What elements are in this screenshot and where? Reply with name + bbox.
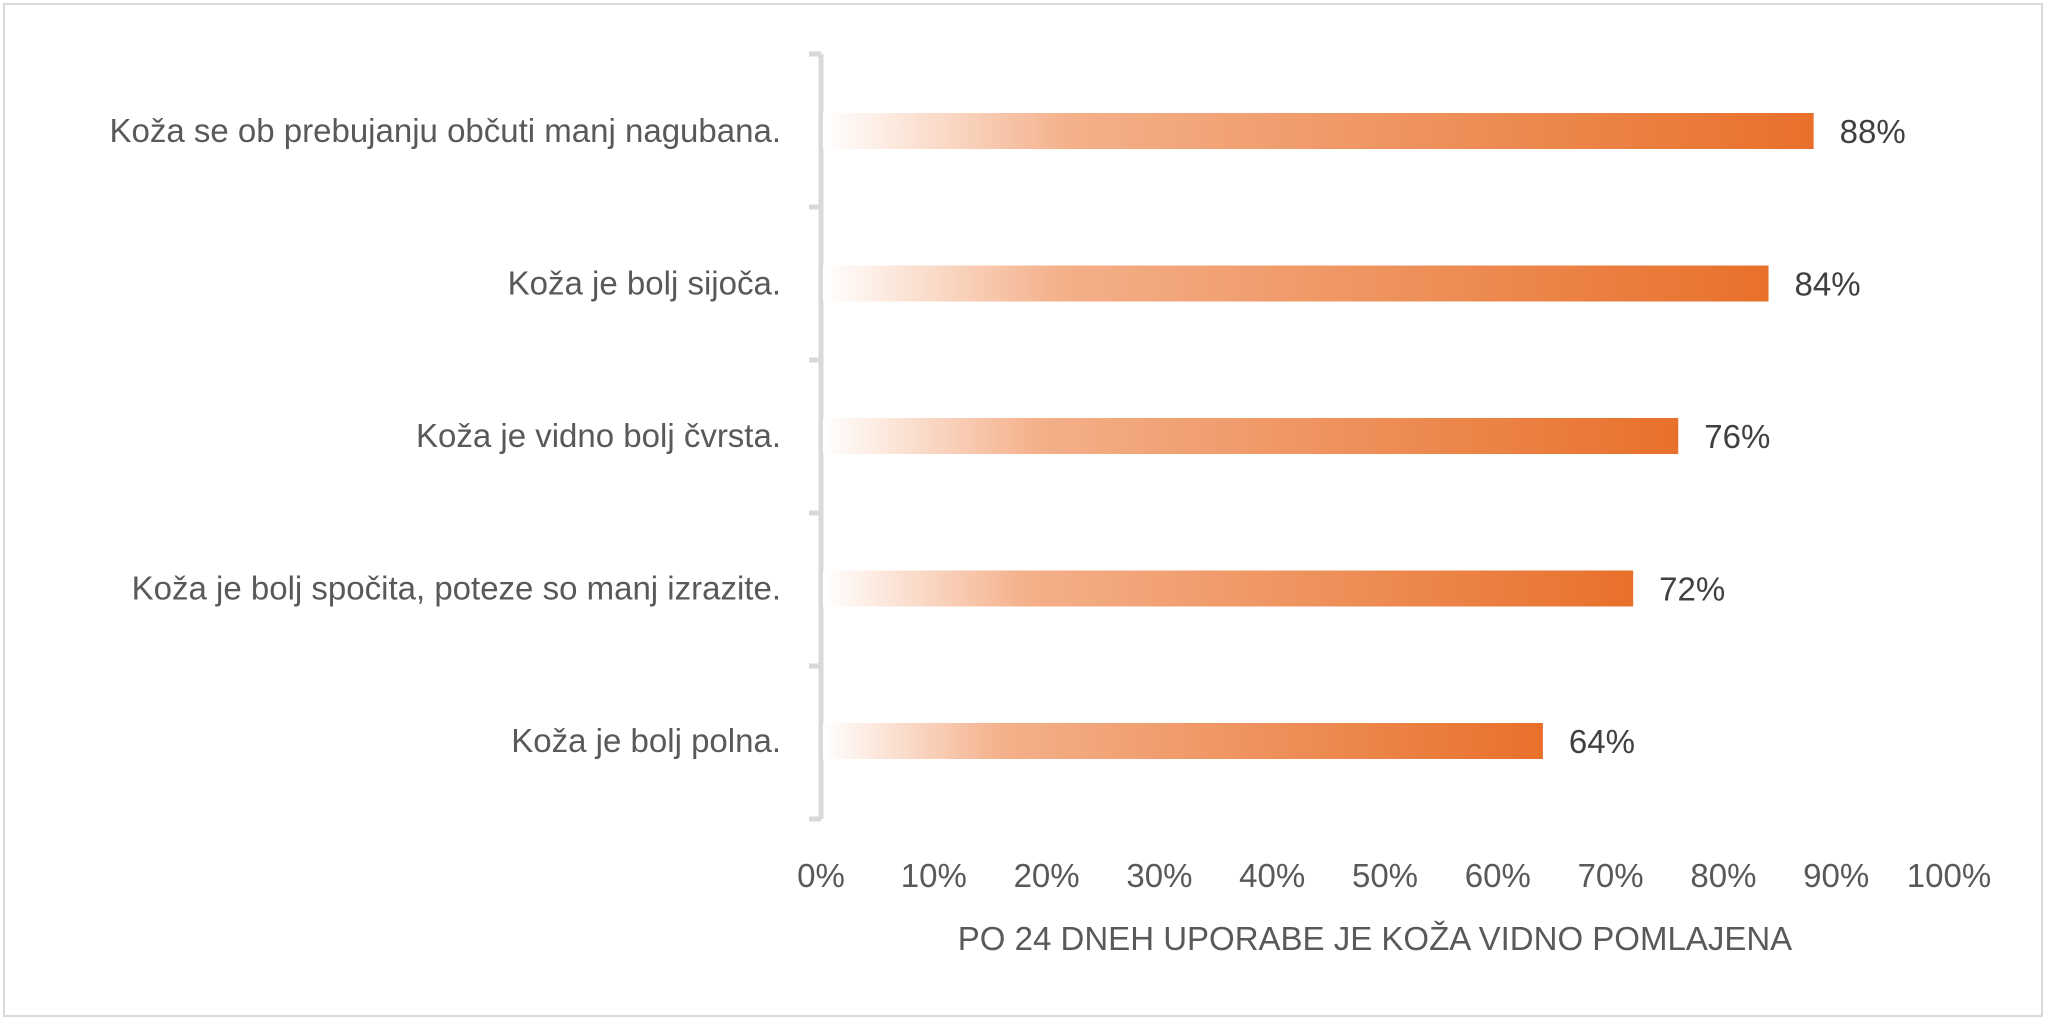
data-label: 88% (1840, 113, 1906, 150)
category-label: Koža je bolj polna. (511, 722, 781, 759)
bar (823, 265, 1769, 302)
value-labels: 88% 84% 76% 72% 64% (1569, 113, 1906, 760)
x-tick-label: 30% (1126, 857, 1192, 894)
x-tick-label: 80% (1690, 857, 1756, 894)
x-tick-label: 50% (1352, 857, 1418, 894)
x-tick-label: 60% (1465, 857, 1531, 894)
x-tick-label: 0% (797, 857, 845, 894)
category-labels: Koža se ob prebujanju občuti manj naguba… (110, 112, 782, 759)
bars-group (823, 113, 1814, 759)
data-label: 84% (1795, 266, 1861, 303)
category-label: Koža je vidno bolj čvrsta. (416, 417, 781, 454)
data-label: 76% (1704, 418, 1770, 455)
x-tick-label: 20% (1014, 857, 1080, 894)
data-label: 72% (1659, 571, 1725, 608)
x-tick-label: 90% (1803, 857, 1869, 894)
x-tick-labels: 0% 10% 20% 30% 40% 50% 60% 70% 80% 90% 100% (797, 857, 1991, 894)
x-tick-label: 10% (901, 857, 967, 894)
x-tick-label: 70% (1578, 857, 1644, 894)
x-axis-title: PO 24 DNEH UPORABE JE KOŽA VIDNO POMLAJE… (958, 920, 1792, 957)
bar-chart: Koža se ob prebujanju občuti manj naguba… (110, 51, 1991, 957)
bar (823, 570, 1634, 607)
bar (823, 113, 1814, 149)
bar (823, 723, 1543, 759)
category-label: Koža je bolj spočita, poteze so manj izr… (132, 570, 781, 607)
x-tick-label: 100% (1907, 857, 1991, 894)
chart-frame: Koža se ob prebujanju občuti manj naguba… (3, 3, 2043, 1017)
category-label: Koža se ob prebujanju občuti manj naguba… (110, 112, 782, 149)
category-label: Koža je bolj sijoča. (508, 265, 781, 302)
bar (823, 418, 1679, 454)
y-axis (809, 51, 824, 822)
x-tick-label: 40% (1239, 857, 1305, 894)
data-label: 64% (1569, 723, 1635, 760)
